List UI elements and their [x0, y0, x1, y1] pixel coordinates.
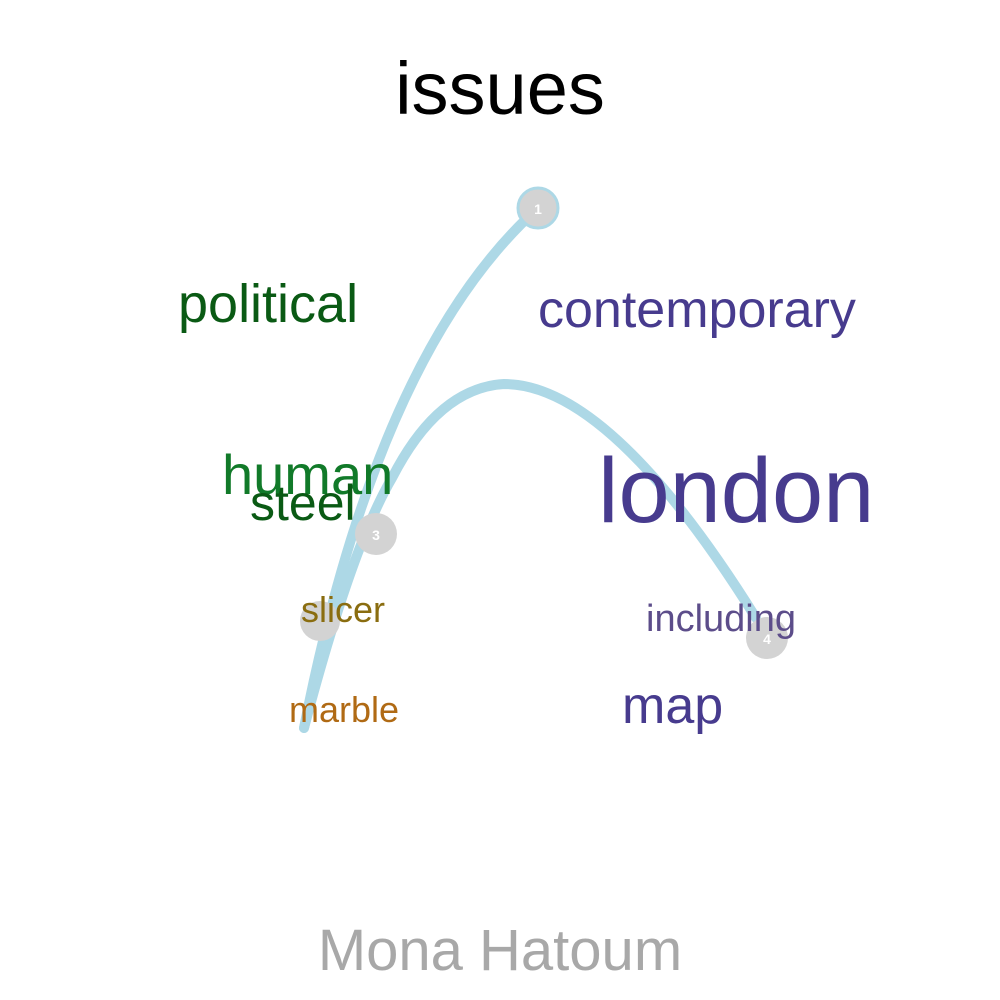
word-contemporary: contemporary — [538, 281, 856, 339]
diagram-title: issues — [395, 47, 605, 130]
node-4-label: 4 — [763, 631, 771, 647]
word-political: political — [178, 274, 359, 334]
word-human: human — [222, 443, 394, 506]
word-map: map — [622, 677, 724, 735]
word-steel: steel — [250, 475, 356, 531]
node-2 — [300, 601, 340, 641]
node-1-label: 1 — [534, 201, 542, 217]
caption: Mona Hatoum — [317, 918, 683, 983]
word-including: including — [646, 598, 796, 640]
node-3: 3 — [355, 513, 397, 555]
path-segment-lower — [299, 378, 761, 733]
node-4: 4 — [746, 617, 788, 659]
node-3-label: 3 — [372, 527, 380, 543]
word-slicer: slicer — [301, 589, 386, 630]
word-marble: marble — [289, 689, 400, 730]
word-london: london — [598, 440, 875, 542]
node-1: 1 — [516, 186, 560, 230]
